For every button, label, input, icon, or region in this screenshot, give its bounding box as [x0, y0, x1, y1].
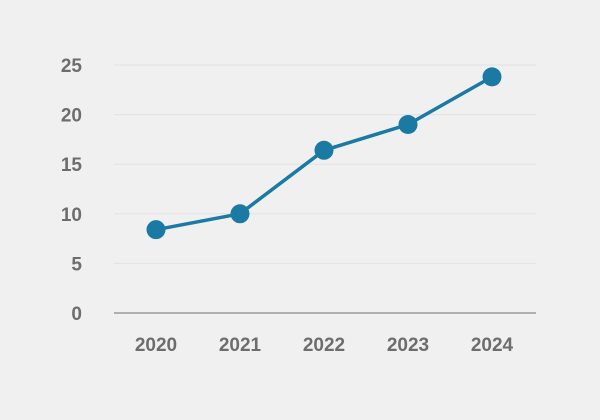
- y-tick-label: 20: [61, 106, 82, 127]
- data-point[interactable]: [482, 67, 502, 87]
- y-tick-label: 10: [61, 205, 82, 226]
- y-tick-label: 15: [61, 155, 83, 176]
- y-tick-label: 0: [71, 304, 82, 325]
- x-tick-label: 2020: [135, 335, 177, 356]
- data-point[interactable]: [230, 204, 250, 224]
- x-tick-label: 2023: [387, 335, 429, 356]
- data-point[interactable]: [146, 220, 166, 240]
- data-point[interactable]: [314, 140, 334, 160]
- data-point[interactable]: [398, 115, 418, 135]
- y-tick-label: 5: [71, 254, 82, 275]
- x-tick-label: 2021: [219, 335, 262, 356]
- y-tick-label: 25: [61, 56, 83, 77]
- series-group: [146, 67, 502, 240]
- x-tick-label: 2024: [471, 335, 514, 356]
- x-axis-ticks: 2020 2021 2022 2023 2024: [135, 335, 514, 356]
- y-axis-ticks: 0 5 10 15 20 25: [61, 56, 83, 325]
- x-tick-label: 2022: [303, 335, 345, 356]
- gridlines: [114, 64, 536, 264]
